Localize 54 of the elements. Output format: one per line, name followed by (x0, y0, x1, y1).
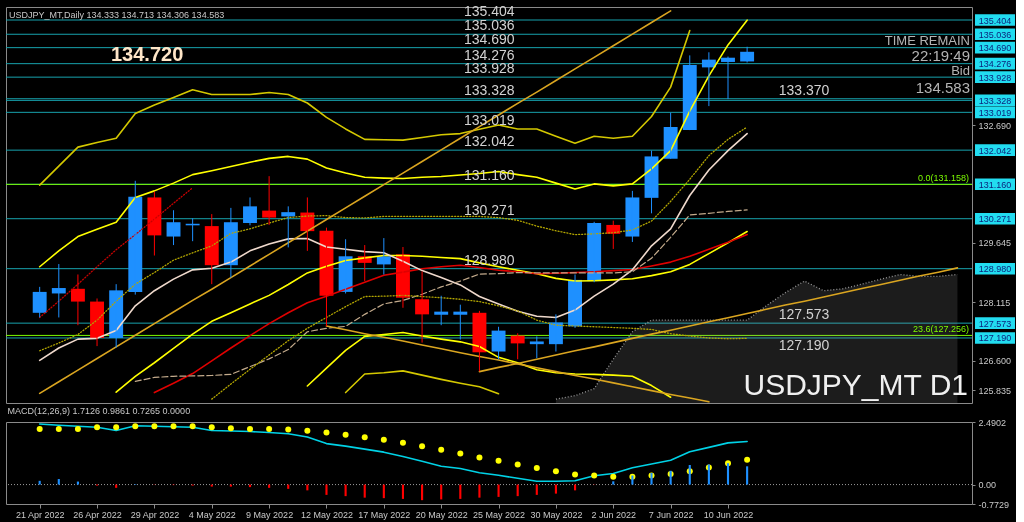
x-tick-label: 30 May 2022 (530, 509, 583, 520)
x-tick-label: 7 Jun 2022 (648, 509, 694, 520)
annotation: 22:19:49 (911, 46, 970, 64)
x-tick-label: 2 Jun 2022 (591, 509, 637, 520)
y-tick-label: 126.600 (978, 356, 1012, 367)
x-tick-label: 17 May 2022 (358, 509, 411, 520)
text: 134.690 (978, 43, 1012, 54)
text: 133.019 (978, 107, 1012, 118)
x-tick-label: 25 May 2022 (473, 509, 526, 520)
ref-line-label: 130.271 (463, 201, 515, 218)
text: 130.271 (978, 214, 1012, 225)
x-tick-label: 21 Apr 2022 (15, 509, 65, 520)
y-tick-label: 132.690 (978, 120, 1012, 131)
text: 131.160 (978, 179, 1012, 190)
text: 127.573 (978, 318, 1012, 329)
text: 133.928 (978, 72, 1012, 83)
annotation: USDJPY_MT D1 (743, 368, 968, 401)
ref-line-label: 127.190 (778, 337, 830, 354)
ref-line-label: 127.573 (778, 306, 830, 323)
annotation: 134.583 (915, 79, 970, 96)
ref-line-label: 133.328 (463, 81, 515, 98)
ref-line-label: 128.980 (463, 251, 515, 268)
text: 132.042 (978, 145, 1012, 156)
y-tick-label: -0.7729 (978, 499, 1010, 510)
y-tick-label: 125.835 (978, 385, 1012, 396)
text: 135.404 (978, 15, 1012, 26)
annotation: 23.6(127.256) (912, 324, 969, 335)
ref-line-label: 133.370 (778, 81, 830, 98)
annotation: TIME REMAIN (884, 33, 970, 48)
text: 127.190 (978, 333, 1012, 344)
text: 134.276 (978, 59, 1012, 70)
chart-title: USDJPY_MT,Daily 134.333 134.713 134.306 134.583 (9, 10, 225, 20)
x-tick-label: 26 Apr 2022 (73, 509, 122, 520)
x-tick-label: 9 May 2022 (246, 509, 294, 520)
annotation: 134.720 (111, 43, 184, 65)
annotation: Bid (951, 62, 970, 78)
ref-line-label: 132.042 (463, 133, 515, 150)
y-tick-label: 129.645 (978, 238, 1012, 249)
y-tick-label: 2.4902 (978, 417, 1007, 428)
x-tick-label: 10 Jun 2022 (703, 509, 754, 520)
y-tick-label: 0.00 (978, 480, 997, 491)
ref-line-label: 134.276 (463, 46, 515, 63)
x-tick-label: 4 May 2022 (188, 509, 236, 520)
x-tick-label: 29 Apr 2022 (130, 509, 180, 520)
chart-title: MACD(12,26,9) 1.7126 0.9861 0.7265 0.0000 (7, 406, 191, 416)
y-tick-label: 128.115 (978, 297, 1011, 308)
x-tick-label: 20 May 2022 (415, 509, 468, 520)
ref-line-label: 135.404 (463, 3, 515, 20)
text: 135.036 (978, 29, 1012, 40)
annotation: 0.0(131.158) (917, 173, 969, 184)
text: 128.980 (978, 264, 1012, 275)
x-tick-label: 12 May 2022 (300, 509, 353, 520)
ref-line-label: 133.928 (463, 60, 515, 77)
text: 133.328 (978, 95, 1012, 106)
